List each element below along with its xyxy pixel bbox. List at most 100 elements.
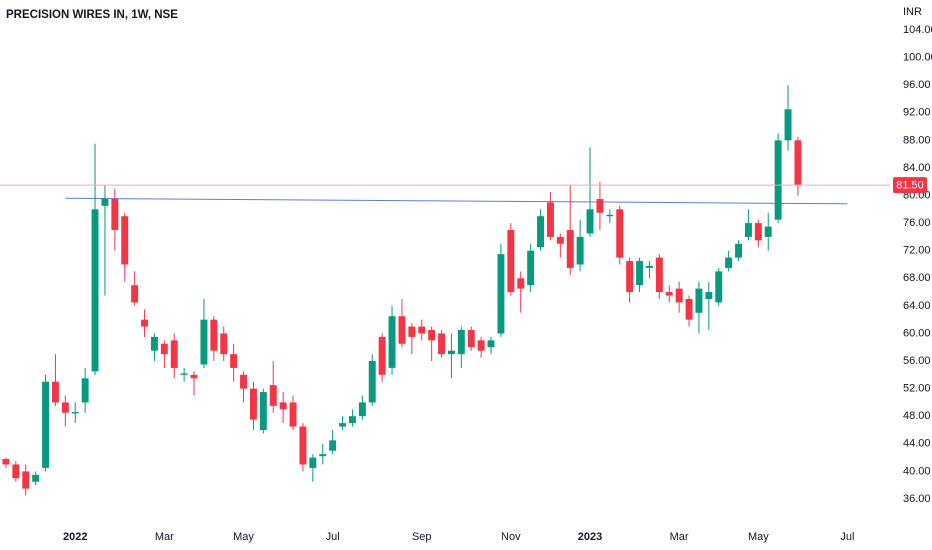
candle-body [725, 257, 733, 268]
candle-body [418, 326, 426, 334]
y-tick-label: 52.00 [903, 383, 931, 395]
candle-body [546, 202, 554, 237]
candle-body [51, 381, 59, 403]
candle-body [368, 361, 376, 403]
y-tick-label: 84.00 [903, 162, 931, 174]
candle-body [467, 330, 475, 348]
candle-body [556, 236, 564, 244]
candle-body [240, 374, 248, 389]
y-tick-label: 92.00 [903, 107, 931, 119]
candle-body [289, 402, 297, 427]
candle-body [715, 271, 723, 303]
chart-title: PRECISION WIRES IN, 1W, NSE [6, 9, 178, 21]
candle-body [784, 109, 792, 141]
candle-body [220, 333, 228, 355]
candle-body [408, 326, 416, 337]
candle-body [645, 265, 653, 268]
candle-body [230, 354, 238, 368]
x-tick-label: Mar [670, 531, 689, 543]
candle-body [576, 236, 584, 265]
candle-body [101, 198, 109, 206]
candle-body [269, 385, 277, 406]
candle-body [794, 140, 802, 186]
candle-body [675, 288, 683, 303]
candle-body [497, 254, 505, 334]
candle-body [81, 378, 89, 403]
candle-body [457, 330, 465, 355]
candle-body [160, 343, 168, 355]
candle-body [537, 216, 544, 248]
x-tick-label: May [233, 531, 254, 543]
candle-body [735, 243, 742, 258]
candle-body [388, 316, 396, 368]
candle-body [665, 292, 673, 296]
candle-body [655, 257, 663, 293]
candle-body [626, 261, 634, 293]
y-tick-label: 60.00 [903, 327, 931, 339]
y-tick-label: 64.00 [903, 300, 931, 312]
candle-body [636, 261, 643, 286]
candle-body [774, 140, 782, 220]
candle-body [695, 288, 703, 313]
candle-body [91, 209, 99, 372]
y-tick-label: 56.00 [903, 355, 931, 367]
x-tick-label: May [748, 531, 769, 543]
candle-body [131, 285, 139, 303]
candle-body [319, 454, 327, 457]
last-price-box [893, 177, 927, 194]
y-tick-label: 72.00 [903, 245, 931, 257]
candle-body [447, 350, 455, 355]
candle-body [339, 423, 347, 427]
candle-body [249, 388, 257, 420]
candle-body [685, 298, 693, 320]
y-tick-label: 40.00 [903, 465, 931, 477]
candle-body [527, 250, 535, 286]
y-axis-label: INR [903, 6, 922, 18]
trendline [65, 197, 848, 205]
candle-body [200, 319, 208, 365]
candle-body [279, 402, 287, 410]
candle-body [428, 330, 436, 341]
last-price-label: 81.50 [896, 180, 924, 192]
y-tick-label: 36.00 [903, 493, 931, 505]
candle-body [190, 374, 198, 379]
candle-body [329, 440, 337, 451]
y-tick-label: 76.00 [903, 217, 931, 229]
candle-body [42, 381, 50, 468]
candle-body [32, 474, 40, 482]
x-tick-label: 2022 [63, 531, 87, 543]
candle-body [477, 340, 485, 351]
candle-body [705, 292, 713, 299]
candle-body [348, 416, 356, 424]
candle-body [22, 471, 30, 489]
candle-body [358, 402, 366, 417]
y-tick-label: 100.00 [903, 51, 932, 63]
x-tick-label: Nov [501, 531, 521, 543]
candle-body [764, 226, 772, 237]
candle-body [398, 316, 406, 344]
candle-body [309, 457, 317, 468]
x-tick-label: Jul [326, 531, 340, 543]
candle-body [606, 214, 614, 217]
y-tick-label: 104.00 [903, 24, 932, 36]
candle-body [61, 402, 69, 413]
candle-body [210, 319, 218, 351]
candle-body [566, 230, 574, 268]
x-tick-label: Sep [412, 531, 432, 543]
candle-body [150, 336, 158, 351]
candle-body [121, 216, 129, 265]
candle-body [517, 278, 525, 289]
candle-body [586, 209, 594, 234]
candle-body [12, 464, 20, 479]
y-tick-label: 44.00 [903, 438, 931, 450]
candle-body [2, 458, 10, 465]
candle-body [180, 373, 188, 375]
candle-body [616, 209, 624, 258]
y-tick-label: 48.00 [903, 410, 931, 422]
candle-body [438, 333, 445, 355]
candle-body [71, 412, 79, 414]
candle-body [507, 230, 515, 293]
candle-body [111, 198, 119, 230]
